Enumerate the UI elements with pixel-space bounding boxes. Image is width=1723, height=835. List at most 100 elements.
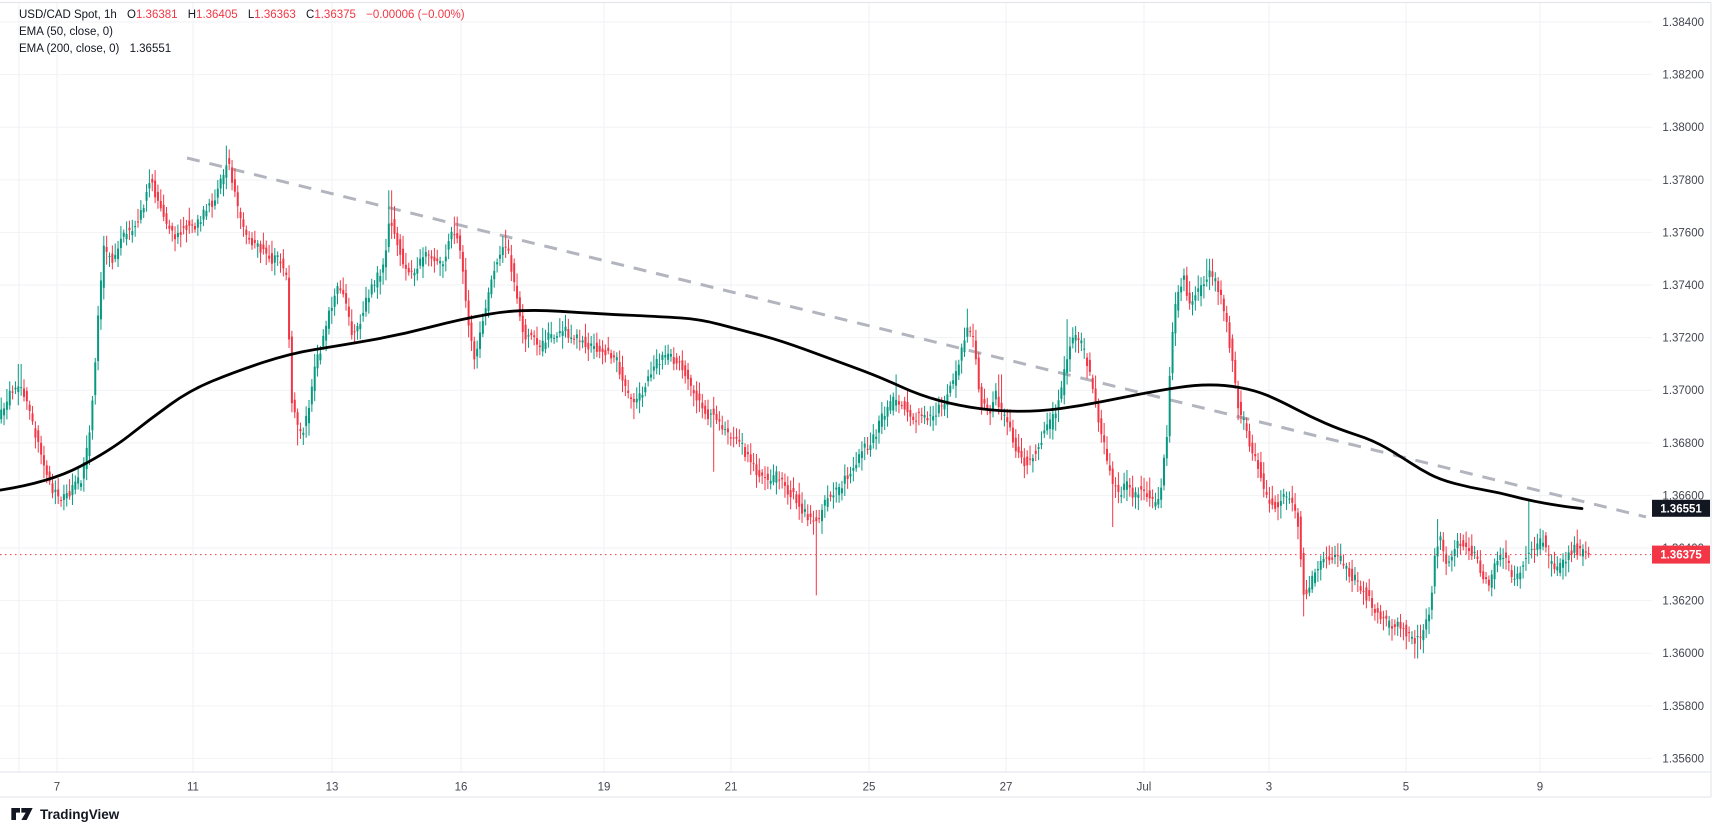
time-tick-label: 11	[187, 782, 199, 794]
indicator-row-ema50[interactable]: EMA (50, close, 0)	[19, 24, 465, 41]
candle-body	[339, 288, 342, 291]
candle-body	[849, 473, 852, 477]
tradingview-logo[interactable]: TradingView	[10, 806, 119, 822]
candle-body	[268, 255, 271, 259]
candle-body	[464, 269, 467, 301]
candle-body	[1570, 550, 1573, 555]
candle-body	[1559, 562, 1562, 573]
time-axis[interactable]: 7 11 13 16 19 21 25 27 Jul 3 5 9	[54, 782, 1543, 794]
ema-200-path[interactable]	[0, 309, 1584, 510]
candle-body	[273, 255, 276, 263]
candle-body	[1165, 437, 1168, 459]
candle-body	[481, 321, 484, 334]
candle-body	[473, 341, 476, 360]
candle-body	[678, 361, 681, 363]
candle-body	[621, 366, 624, 381]
candle-body	[612, 355, 615, 358]
candle-body	[156, 191, 159, 201]
candle-body	[459, 235, 462, 251]
candle-body	[518, 297, 521, 317]
candle-body	[1194, 295, 1197, 301]
candle-body	[1453, 549, 1456, 556]
candle-body	[62, 494, 65, 501]
candle-body	[125, 234, 128, 240]
price-tick-label: 1.37600	[1662, 227, 1704, 239]
candle-body	[1154, 502, 1157, 507]
candlestick-series[interactable]	[0, 145, 1590, 659]
candle-body	[1311, 575, 1314, 590]
price-tick-label: 1.35800	[1662, 701, 1704, 713]
candle-body	[182, 226, 185, 228]
price-tick-label: 1.35600	[1662, 753, 1704, 765]
candle-body	[823, 499, 826, 506]
candle-body	[393, 219, 396, 234]
candle-body	[105, 246, 108, 252]
candle-body	[376, 272, 379, 288]
candle-body	[1487, 579, 1490, 586]
candle-body	[575, 334, 578, 339]
candle-body	[969, 330, 972, 333]
symbol-row[interactable]: USD/CAD Spot, 1h O1.36381 H1.36405 L1.36…	[19, 7, 465, 24]
candle-body	[672, 357, 675, 364]
candle-body	[31, 413, 34, 422]
candle-body	[384, 250, 387, 268]
candle-body	[236, 192, 239, 207]
candle-body	[427, 254, 430, 256]
candle-body	[365, 297, 367, 312]
pane-borders	[0, 2, 1712, 798]
candle-body	[11, 391, 14, 393]
candle-body	[698, 393, 701, 401]
candle-body	[199, 222, 202, 224]
candle-body	[1271, 498, 1274, 505]
candle-body	[917, 411, 920, 413]
candle-body	[1026, 456, 1029, 466]
candle-body	[721, 425, 724, 430]
candle-body	[1282, 494, 1285, 497]
candle-body	[718, 419, 721, 422]
candle-body	[45, 465, 48, 475]
candle-body	[578, 340, 581, 342]
price-axis[interactable]: 1.38400 1.38200 1.38000 1.37800 1.37600 1.374…	[1662, 17, 1704, 765]
candle-body	[937, 404, 940, 414]
candle-body	[1279, 501, 1282, 506]
candle-body	[213, 200, 216, 206]
candle-body	[1237, 388, 1240, 409]
candle-body	[1006, 417, 1009, 423]
candle-body	[878, 420, 880, 433]
indicator-row-ema200[interactable]: EMA (200, close, 0) 1.36551	[19, 41, 465, 58]
candle-body	[137, 221, 139, 223]
candle-body	[1285, 496, 1288, 498]
candle-body	[342, 289, 345, 295]
candle-body	[1274, 501, 1277, 509]
candle-body	[111, 253, 114, 263]
candle-body	[687, 369, 690, 380]
candle-body	[829, 494, 832, 497]
candle-body	[1476, 556, 1479, 559]
candle-body	[453, 234, 456, 236]
candle-body	[1214, 278, 1217, 282]
candle-body	[270, 253, 273, 264]
candle-body	[1371, 598, 1374, 608]
candle-body	[1336, 555, 1339, 557]
candle-body	[345, 293, 348, 304]
candle-body	[641, 394, 644, 398]
candle-body	[1334, 554, 1336, 558]
candle-body	[655, 359, 658, 369]
candle-body	[0, 409, 3, 420]
candle-body	[1462, 540, 1465, 547]
candle-body	[228, 158, 231, 164]
ema-200-line[interactable]	[0, 309, 1584, 510]
candle-body	[296, 412, 299, 425]
candle-body	[1225, 312, 1228, 322]
candle-body	[1485, 577, 1488, 580]
candle-body	[1251, 442, 1254, 454]
candle-body	[1071, 337, 1074, 344]
candle-body	[441, 264, 444, 267]
candle-body	[122, 232, 125, 237]
candle-body	[652, 366, 655, 371]
chart-legend: USD/CAD Spot, 1h O1.36381 H1.36405 L1.36…	[19, 7, 465, 58]
candle-body	[789, 490, 792, 498]
candle-body	[1567, 552, 1570, 560]
candle-body	[595, 342, 598, 352]
candle-body	[798, 494, 801, 507]
